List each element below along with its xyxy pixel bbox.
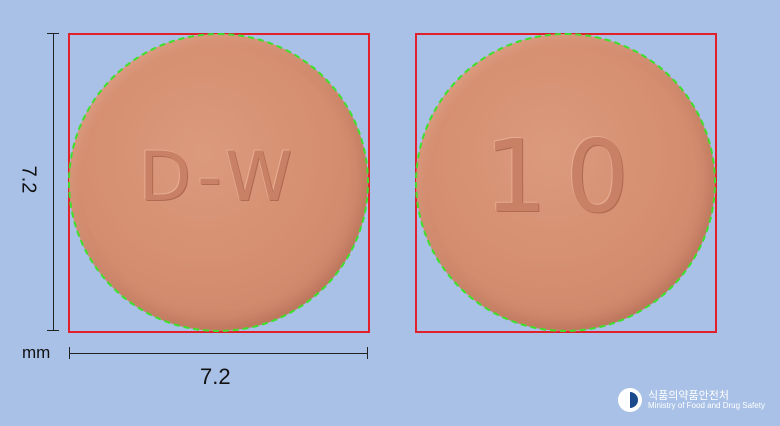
width-dimension-tick-left	[69, 347, 70, 359]
width-label: 7.2	[200, 364, 231, 389]
pill-back-image	[415, 33, 716, 332]
height-dimension-tick-top	[47, 33, 59, 34]
watermark-korean-name: 식품의약품안전처	[648, 390, 729, 402]
watermark-english-name: Ministry of Food and Drug Safety	[648, 401, 765, 410]
height-dimension-tick-bottom	[47, 330, 59, 331]
front-imprint: D-W	[138, 138, 299, 217]
width-dimension-line	[69, 353, 367, 354]
unit-label: mm	[22, 343, 51, 362]
back-imprint: 10	[483, 118, 648, 235]
height-label: 7.2	[17, 165, 40, 194]
pill-front-image	[68, 33, 369, 332]
width-dimension-tick-right	[367, 347, 368, 359]
mfds-logo-icon	[618, 388, 642, 412]
height-dimension-line	[53, 33, 54, 331]
